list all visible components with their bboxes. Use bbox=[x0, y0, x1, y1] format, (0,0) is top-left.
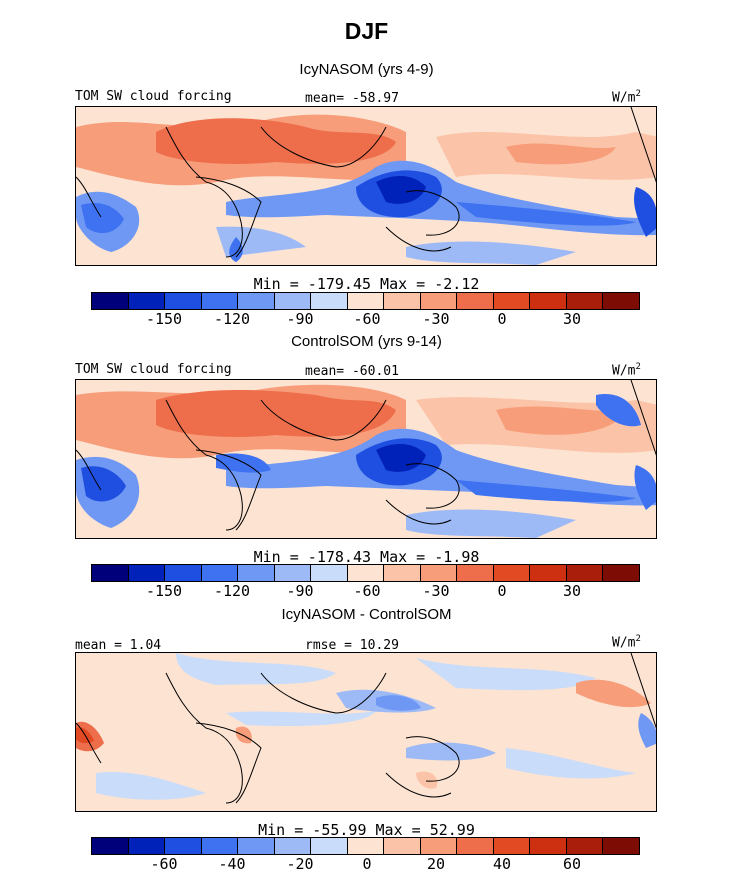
colorbar-cell bbox=[530, 565, 567, 581]
panel-2-tick: -150 bbox=[145, 582, 183, 600]
panel-1-left-label: TOM SW cloud forcing bbox=[75, 89, 232, 104]
panel-1-tick: 0 bbox=[497, 310, 507, 328]
panel-3-map bbox=[75, 652, 657, 812]
colorbar-cell bbox=[238, 293, 275, 309]
colorbar-cell bbox=[128, 293, 166, 309]
colorbar-cell bbox=[420, 838, 458, 854]
panel-2-colorbar bbox=[91, 564, 640, 582]
colorbar-cell bbox=[457, 293, 494, 309]
panel-2-tick: -30 bbox=[422, 582, 450, 600]
colorbar-cell bbox=[201, 838, 239, 854]
panel-1-tick: -120 bbox=[213, 310, 251, 328]
colorbar-cell bbox=[603, 565, 639, 581]
panel-2-title: ControlSOM (yrs 9-14) bbox=[291, 333, 442, 350]
panel-3-rmse-label: rmse = 10.29 bbox=[305, 638, 399, 653]
colorbar-cell bbox=[274, 838, 312, 854]
panel-3-tick: 40 bbox=[492, 855, 512, 873]
panel-1-colorbar bbox=[91, 292, 640, 310]
colorbar-cell bbox=[92, 565, 129, 581]
panel-1-unit: W/m2 bbox=[612, 89, 641, 106]
colorbar-cell bbox=[493, 565, 531, 581]
colorbar-cell bbox=[420, 293, 458, 309]
colorbar-cell bbox=[311, 293, 348, 309]
panel-1-tick: 30 bbox=[562, 310, 582, 328]
panel-3-tick: -40 bbox=[218, 855, 246, 873]
colorbar-cell bbox=[530, 293, 567, 309]
colorbar-cell bbox=[384, 565, 421, 581]
panel-3-tick: -60 bbox=[150, 855, 178, 873]
colorbar-cell bbox=[566, 293, 604, 309]
figure-title: DJF bbox=[344, 18, 389, 44]
panel-2-left-label: TOM SW cloud forcing bbox=[75, 362, 232, 377]
colorbar-cell bbox=[165, 838, 202, 854]
colorbar-cell bbox=[420, 565, 458, 581]
panel-3-tick: 20 bbox=[426, 855, 446, 873]
colorbar-cell bbox=[566, 838, 604, 854]
panel-3-title: IcyNASOM - ControlSOM bbox=[281, 606, 452, 623]
colorbar-cell bbox=[493, 838, 531, 854]
panel-2-unit: W/m2 bbox=[612, 362, 641, 379]
colorbar-cell bbox=[457, 838, 494, 854]
panel-3-tick: 0 bbox=[362, 855, 372, 873]
colorbar-cell bbox=[238, 838, 275, 854]
panel-3-stats: Min = -55.99 Max = 52.99 bbox=[258, 821, 475, 839]
colorbar-cell bbox=[603, 293, 639, 309]
panel-3-tick: 60 bbox=[562, 855, 582, 873]
colorbar-cell bbox=[238, 565, 275, 581]
panel-2-tick: 0 bbox=[497, 582, 507, 600]
panel-3-colorbar bbox=[91, 837, 640, 855]
colorbar-cell bbox=[311, 838, 348, 854]
panel-2-stats: Min = -178.43 Max = -1.98 bbox=[253, 548, 480, 566]
colorbar-cell bbox=[201, 293, 239, 309]
panel-2-tick: -90 bbox=[286, 582, 314, 600]
panel-1-stats: Min = -179.45 Max = -2.12 bbox=[253, 275, 480, 293]
colorbar-cell bbox=[566, 565, 604, 581]
colorbar-cell bbox=[92, 838, 129, 854]
colorbar-cell bbox=[128, 838, 166, 854]
colorbar-cell bbox=[165, 293, 202, 309]
panel-3-mean-label: mean = 1.04 bbox=[75, 638, 162, 653]
panel-2-tick: -60 bbox=[353, 582, 381, 600]
colorbar-cell bbox=[603, 838, 639, 854]
colorbar-cell bbox=[274, 293, 312, 309]
colorbar-cell bbox=[384, 838, 421, 854]
panel-1-title: IcyNASOM (yrs 4-9) bbox=[299, 61, 434, 78]
colorbar-cell bbox=[493, 293, 531, 309]
panel-2-map bbox=[75, 379, 657, 539]
panel-3-unit: W/m2 bbox=[612, 634, 641, 651]
panel-1-tick: -30 bbox=[422, 310, 450, 328]
panel-3-tick: -20 bbox=[286, 855, 314, 873]
panel-1-tick: -90 bbox=[286, 310, 314, 328]
colorbar-cell bbox=[92, 293, 129, 309]
colorbar-cell bbox=[311, 565, 348, 581]
panel-1-mean-label: mean= -58.97 bbox=[305, 91, 399, 106]
colorbar-cell bbox=[165, 565, 202, 581]
colorbar-cell bbox=[347, 838, 385, 854]
panel-2-tick: 30 bbox=[562, 582, 582, 600]
colorbar-cell bbox=[347, 565, 385, 581]
colorbar-cell bbox=[347, 293, 385, 309]
colorbar-cell bbox=[457, 565, 494, 581]
colorbar-cell bbox=[384, 293, 421, 309]
colorbar-cell bbox=[128, 565, 166, 581]
panel-1-map bbox=[75, 106, 657, 266]
colorbar-cell bbox=[201, 565, 239, 581]
colorbar-cell bbox=[530, 838, 567, 854]
panel-2-mean-label: mean= -60.01 bbox=[305, 364, 399, 379]
panel-1-tick: -60 bbox=[353, 310, 381, 328]
colorbar-cell bbox=[274, 565, 312, 581]
panel-2-tick: -120 bbox=[213, 582, 251, 600]
panel-1-tick: -150 bbox=[145, 310, 183, 328]
